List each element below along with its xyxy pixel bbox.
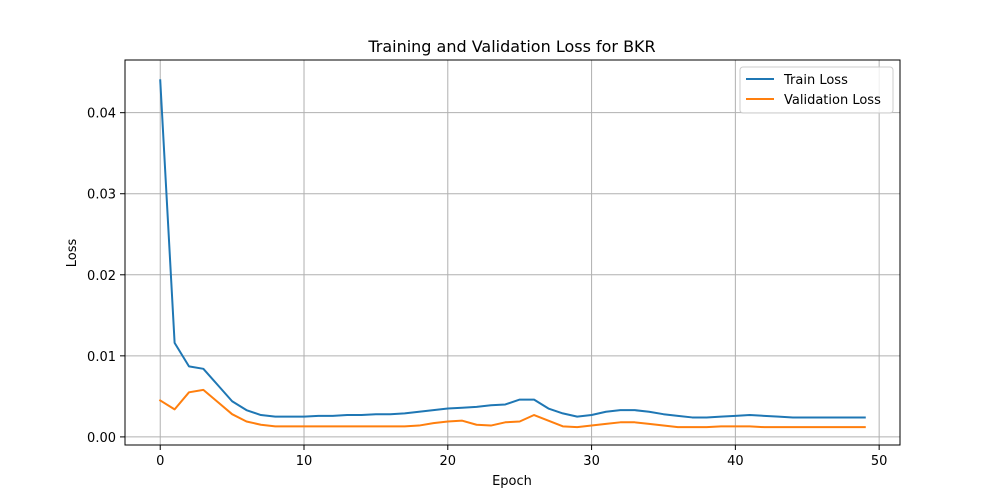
- x-axis-ticks: 0 10 20 30 40 50: [156, 445, 887, 469]
- x-tick-label: 0: [156, 454, 164, 469]
- chart-title: Training and Validation Loss for BKR: [367, 37, 655, 56]
- legend-label-validation-loss: Validation Loss: [784, 93, 881, 108]
- x-tick-label: 10: [296, 454, 313, 469]
- y-tick-label: 0.04: [87, 107, 116, 122]
- series-line-validation-loss: [158, 388, 866, 429]
- legend-frame: [739, 66, 894, 114]
- x-axis-label: Epoch: [492, 474, 532, 489]
- x-tick-label: 20: [440, 454, 457, 469]
- plot-area-frame: [124, 59, 901, 446]
- series-group: [158, 79, 866, 429]
- y-tick-label: 0.01: [87, 350, 116, 365]
- x-tick-label: 30: [583, 454, 600, 469]
- y-tick-label: 0.02: [87, 269, 116, 284]
- legend-label-train-loss: Train Loss: [783, 73, 848, 88]
- y-tick-label: 0.00: [87, 431, 116, 446]
- grid: [125, 60, 900, 445]
- y-axis-label: Loss: [65, 239, 80, 268]
- legend: Train Loss Validation Loss: [739, 66, 894, 114]
- y-axis-ticks: 0.00 0.01 0.02 0.03 0.04: [87, 107, 125, 446]
- series-line-train-loss: [159, 79, 866, 419]
- x-tick-label: 40: [727, 454, 744, 469]
- y-tick-label: 0.03: [87, 188, 116, 203]
- x-tick-label: 50: [871, 454, 888, 469]
